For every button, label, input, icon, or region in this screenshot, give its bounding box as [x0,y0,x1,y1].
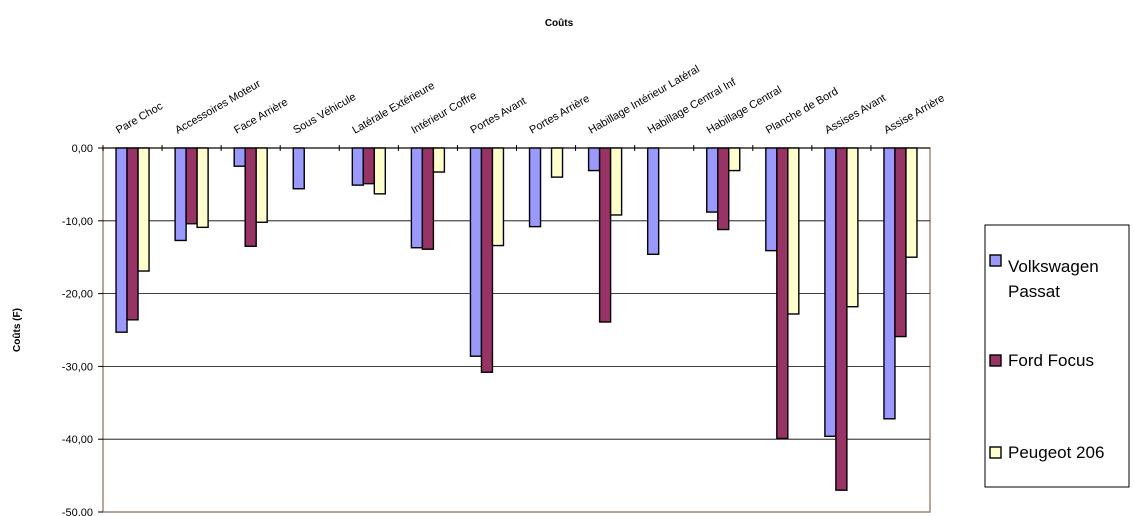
bar [362,147,376,185]
bar [126,147,139,321]
bar [480,147,494,373]
bar [373,147,387,195]
bar [255,147,268,223]
category-label: Portes Avant [468,95,528,136]
bar [469,147,483,357]
bar [835,147,848,491]
category-label: Pare Choc [114,100,165,137]
bar [787,147,800,315]
legend-box [984,224,1130,488]
bar [244,147,257,247]
bar [728,147,741,172]
bar [196,147,209,229]
legend-entry: Ford Focus [1008,351,1094,370]
bar [905,147,918,258]
bar [174,147,187,242]
bar [115,147,128,333]
y-tick-label: 0,00 [72,143,93,155]
legend-entry: Peugeot 206 [1008,443,1104,462]
y-tick-label: -50,00 [62,507,93,516]
bar [421,147,435,250]
category-label: Sous Véhicule [291,91,358,137]
bar [550,147,564,178]
legend-swatch [989,354,1002,367]
bar [846,147,859,308]
bar [587,147,601,172]
legend-swatch [989,446,1002,459]
y-axis-ticks: 0,00 -10,00 -20,00 -30,00 -40,00 -50,00 [62,143,103,516]
bar [491,147,505,247]
bar [528,147,542,228]
category-label: Portes Arrière [528,93,592,137]
bars [115,147,918,491]
y-tick-label: -40,00 [62,434,93,446]
category-label: Face Arrière [232,96,290,136]
bar [292,147,305,190]
chart-title: Coûts [545,18,574,29]
y-tick-label: -20,00 [62,289,93,301]
bar [765,147,778,252]
bar [706,147,719,213]
category-label: Habillage Intérieur Latéral [587,63,702,136]
bar [894,147,907,338]
bar [432,147,446,173]
category-label: Assise Arrière [882,92,947,136]
y-axis-label: Coûts (F) [12,308,23,352]
bar [609,147,623,216]
legend-swatch [989,254,1002,267]
plot-area [102,147,931,513]
legend-entry: Volkswagen Passat [1008,257,1099,301]
y-tick-label: -30,00 [62,361,93,373]
bar [824,147,837,437]
bar [717,147,730,231]
bar [883,147,896,420]
bar [410,147,424,249]
bar [646,147,660,255]
bar [351,147,365,186]
bar [137,147,150,272]
legend: Volkswagen Passat Ford Focus Peugeot 206 [984,224,1130,488]
y-tick-label: -10,00 [62,216,93,228]
bar [185,147,198,225]
bar [598,147,612,323]
bar [233,147,246,167]
bar [776,147,789,440]
